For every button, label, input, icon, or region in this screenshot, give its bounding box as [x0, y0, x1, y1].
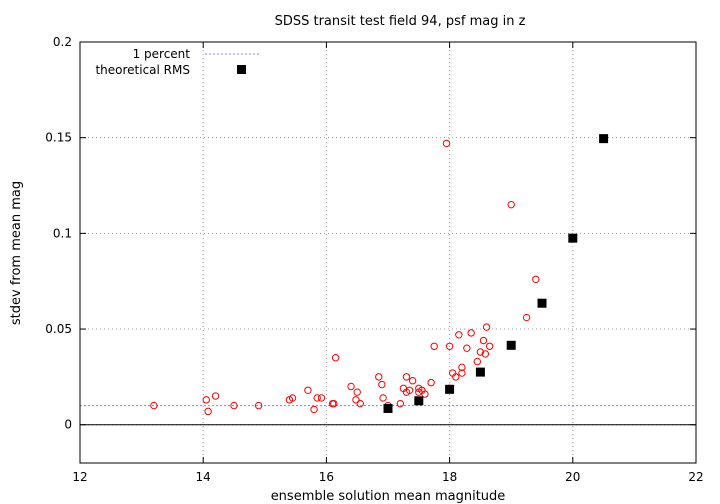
- star-point: [310, 405, 318, 414]
- star-point: [396, 399, 405, 408]
- star-point: [150, 401, 158, 410]
- star-point: [482, 323, 491, 331]
- theoretical-rms-point: [537, 298, 547, 308]
- star-point: [445, 342, 454, 350]
- chart-title: SDSS transit test field 94, psf mag in z: [275, 14, 526, 29]
- star-point: [254, 401, 263, 410]
- star-point: [452, 373, 460, 381]
- star-point: [408, 377, 417, 385]
- theoretical-rms-point: [506, 340, 516, 350]
- legend-label-one-percent: 1 percent: [133, 47, 191, 61]
- x-tick-label: 12: [72, 470, 87, 484]
- star-point: [421, 390, 429, 398]
- star-point: [532, 275, 540, 283]
- theoretical-rms-point: [383, 403, 393, 413]
- star-point: [211, 392, 220, 400]
- star-point: [458, 363, 466, 372]
- x-tick-label: 16: [319, 470, 334, 484]
- star-point: [347, 382, 355, 391]
- plot-frame: [79, 41, 697, 464]
- legend: 1 percent theoretical RMS: [95, 47, 259, 77]
- star-point: [402, 373, 411, 381]
- star-point: [352, 396, 360, 404]
- y-axis-label: stdev from mean mag: [9, 181, 24, 325]
- star-point: [479, 336, 488, 345]
- theoretical-rms-point: [414, 396, 424, 406]
- y-tick-label: 0.05: [45, 322, 72, 336]
- y-tick-label: 0.15: [45, 131, 72, 145]
- star-point: [405, 386, 414, 394]
- theoretical-rms-point: [568, 233, 578, 243]
- star-point: [485, 342, 494, 350]
- theoretical-rms-point: [475, 367, 485, 377]
- star-point: [353, 388, 361, 396]
- star-point: [313, 394, 321, 402]
- star-point: [481, 350, 490, 358]
- data-points: [150, 134, 609, 416]
- x-tick-label: 14: [196, 470, 211, 484]
- x-tick-label: 20: [565, 470, 580, 484]
- star-point: [476, 348, 485, 356]
- axis-ticks: 12 14 16 18 20 22 0 0.05 0.1 0.15 0.2: [45, 35, 703, 484]
- star-point: [522, 313, 531, 322]
- star-point: [330, 399, 338, 408]
- star-point: [379, 394, 387, 402]
- star-point: [467, 329, 475, 337]
- star-point: [473, 357, 482, 366]
- star-point: [288, 394, 297, 402]
- star-point: [430, 342, 438, 350]
- y-tick-label: 0.2: [53, 35, 72, 49]
- x-axis-label: ensemble solution mean magnitude: [271, 489, 506, 504]
- star-point: [378, 380, 386, 389]
- star-point: [204, 407, 212, 416]
- legend-swatch-theoretical-rms: [237, 65, 246, 74]
- star-point: [427, 378, 435, 387]
- y-tick-label: 0.1: [53, 226, 72, 240]
- star-point: [455, 331, 463, 339]
- star-point: [230, 401, 238, 410]
- grid: [80, 42, 696, 463]
- star-point: [507, 200, 515, 209]
- star-point: [331, 354, 340, 362]
- star-point: [202, 396, 210, 404]
- star-point: [317, 394, 326, 402]
- star-point: [458, 369, 466, 377]
- x-tick-label: 18: [442, 470, 457, 484]
- theoretical-rms-point: [599, 134, 609, 144]
- star-point: [356, 399, 364, 408]
- y-tick-label: 0: [64, 418, 72, 432]
- x-tick-label: 22: [688, 470, 703, 484]
- theoretical-rms-point: [445, 384, 455, 394]
- star-point: [463, 344, 471, 352]
- star-point: [375, 373, 383, 381]
- star-point: [442, 139, 451, 148]
- legend-label-theoretical-rms: theoretical RMS: [95, 63, 190, 77]
- star-point: [304, 386, 312, 394]
